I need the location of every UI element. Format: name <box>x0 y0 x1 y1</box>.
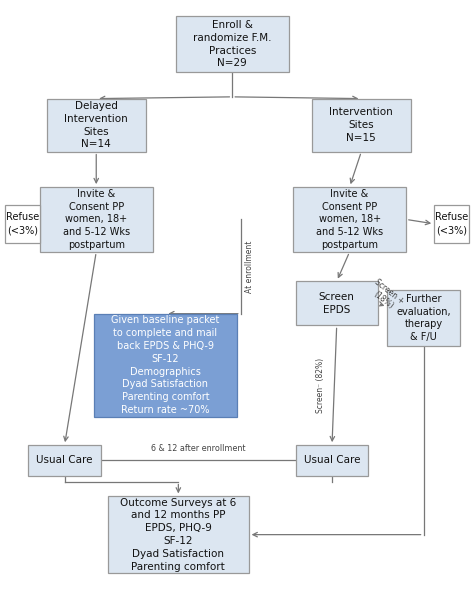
Text: Invite &
Consent PP
women, 18+
and 5-12 Wks
postpartum: Invite & Consent PP women, 18+ and 5-12 … <box>63 189 130 250</box>
FancyBboxPatch shape <box>312 99 410 152</box>
Text: Screen⁻ (82%): Screen⁻ (82%) <box>316 358 325 413</box>
Text: 6 & 12 after enrollment: 6 & 12 after enrollment <box>151 445 246 453</box>
FancyBboxPatch shape <box>40 187 153 252</box>
Text: Further
evaluation,
therapy
& F/U: Further evaluation, therapy & F/U <box>396 294 451 342</box>
Text: Outcome Surveys at 6
and 12 months PP
EPDS, PHQ-9
SF-12
Dyad Satisfaction
Parent: Outcome Surveys at 6 and 12 months PP EP… <box>120 498 237 572</box>
FancyBboxPatch shape <box>387 290 460 346</box>
Text: Refuse
(<3%): Refuse (<3%) <box>435 213 468 235</box>
FancyBboxPatch shape <box>47 99 146 152</box>
Text: At enrollment: At enrollment <box>245 240 254 292</box>
FancyBboxPatch shape <box>94 314 237 417</box>
Text: Intervention
Sites
N=15: Intervention Sites N=15 <box>329 107 393 143</box>
FancyBboxPatch shape <box>296 445 368 476</box>
FancyBboxPatch shape <box>176 16 289 72</box>
Text: Usual Care: Usual Care <box>36 455 93 465</box>
Text: Refuse
(<3%): Refuse (<3%) <box>6 213 39 235</box>
Text: Screen + 
(18%): Screen + (18%) <box>366 277 408 316</box>
FancyBboxPatch shape <box>293 187 406 252</box>
Text: Given baseline packet
to complete and mail
back EPDS & PHQ-9
SF-12
Demographics
: Given baseline packet to complete and ma… <box>111 316 219 415</box>
Text: Invite &
Consent PP
women, 18+
and 5-12 Wks
postpartum: Invite & Consent PP women, 18+ and 5-12 … <box>316 189 383 250</box>
FancyBboxPatch shape <box>28 445 101 476</box>
FancyBboxPatch shape <box>434 205 469 243</box>
FancyBboxPatch shape <box>108 496 249 573</box>
Text: Delayed
Intervention
Sites
N=14: Delayed Intervention Sites N=14 <box>64 101 128 149</box>
Text: Enroll &
randomize F.M.
Practices
N=29: Enroll & randomize F.M. Practices N=29 <box>193 20 272 68</box>
Text: Screen
EPDS: Screen EPDS <box>319 292 355 315</box>
Text: Usual Care: Usual Care <box>304 455 360 465</box>
FancyBboxPatch shape <box>296 281 378 326</box>
FancyBboxPatch shape <box>5 205 40 243</box>
